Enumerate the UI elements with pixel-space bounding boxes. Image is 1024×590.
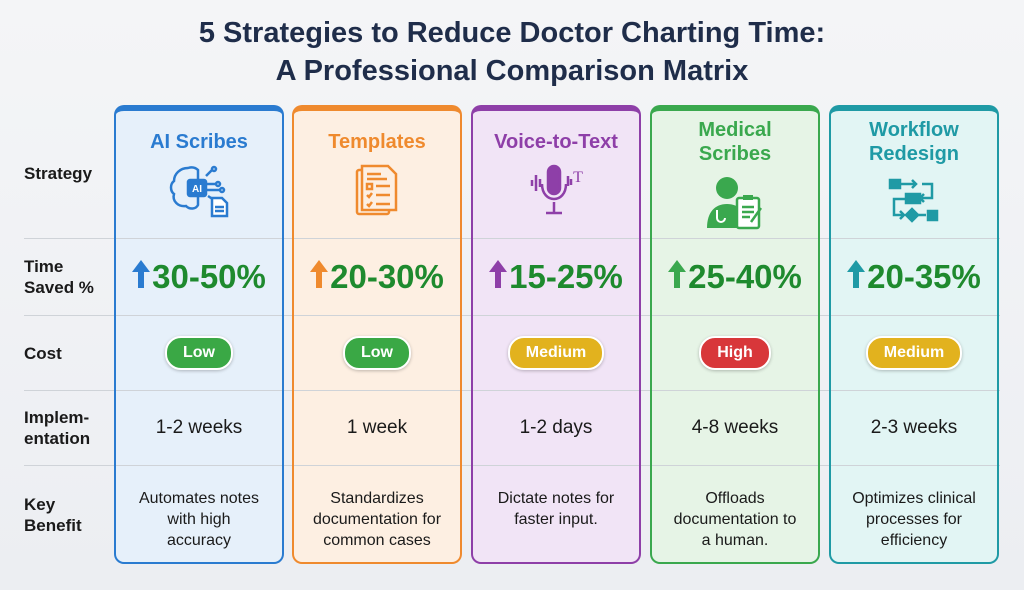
implementation-time: 1-2 days [519,417,593,438]
key-benefit: Dictate notes for faster input. [497,490,615,528]
row-label-cost: Cost [24,344,62,363]
row-divider [116,238,282,239]
strategy-column: AI Scribes AI 30-50% Low 1-2 weeks Autom… [114,105,284,564]
implementation-time: 2-3 weeks [870,417,958,438]
row-divider [473,238,639,239]
strategy-name: Voice-to-Text [494,131,618,153]
row-divider [473,465,639,466]
key-benefit: Offloads documentation to a human. [673,490,797,549]
workflow-diagram-icon [886,174,942,235]
arrow-up-icon [132,258,151,296]
implementation-time: 1-2 weeks [155,417,243,438]
row-divider [831,390,997,391]
row-divider [294,390,460,391]
time-saved: 20-30% [310,258,444,296]
cost-badge: Medium [507,336,605,370]
cost-badge: Low [165,336,233,370]
row-divider [652,390,818,391]
cost-badge: High [699,336,771,370]
strategy-name: Workflow Redesign [868,119,960,165]
row-label-time-saved: Time Saved % [24,257,94,297]
row-label-strategy: Strategy [24,164,93,183]
doctor-clipboard-icon [703,174,767,235]
strategy-column: Voice-to-Text T 15-25% Medium 1-2 days D… [471,105,641,564]
arrow-up-icon [847,258,866,296]
row-divider [652,465,818,466]
row-label-key-benefit: Key Benefit [24,495,82,535]
time-saved: 30-50% [132,258,266,296]
strategy-column: Workflow Redesign 20-35% Medium 2-3 weeks… [829,105,999,564]
row-divider [831,465,997,466]
checklist-document-icon [353,162,401,223]
page-title: 5 Strategies to Reduce Doctor Charting T… [198,17,826,87]
row-divider [294,465,460,466]
cost-badge: Low [343,336,411,370]
time-saved: 15-25% [489,258,623,296]
implementation-time: 1 week [346,417,408,438]
key-benefit: Standardizes documentation for common case… [312,490,442,549]
row-divider [116,390,282,391]
microphone-text-icon: T [524,162,588,223]
implementation-time: 4-8 weeks [691,417,779,438]
row-divider [473,315,639,316]
row-divider [116,315,282,316]
svg-text:AI: AI [192,184,202,195]
arrow-up-icon [668,258,687,296]
arrow-up-icon [310,258,329,296]
strategy-name: AI Scribes [150,131,248,153]
strategy-name: Templates [328,131,426,153]
row-divider [831,315,997,316]
key-benefit: Optimizes clinical processes for efficienc… [852,490,976,549]
svg-text:T: T [573,169,583,186]
key-benefit: Automates notes with high accuracy [138,490,260,549]
strategy-column: Medical Scribes 25-40% High 4-8 weeks Off… [650,105,820,564]
row-divider [831,238,997,239]
ai-brain-document-icon: AI [168,162,230,223]
row-label-implementation: Implem-entation [24,408,91,448]
row-divider [652,315,818,316]
row-divider [294,315,460,316]
strategy-column: Templates 20-30% Low 1 week Standardizes… [292,105,462,564]
time-saved: 20-35% [847,258,981,296]
strategy-name: Medical Scribes [698,119,772,165]
cost-badge: Medium [865,336,963,370]
row-divider [116,465,282,466]
time-saved: 25-40% [668,258,802,296]
row-divider [652,238,818,239]
arrow-up-icon [489,258,508,296]
row-divider [473,390,639,391]
row-divider [294,238,460,239]
